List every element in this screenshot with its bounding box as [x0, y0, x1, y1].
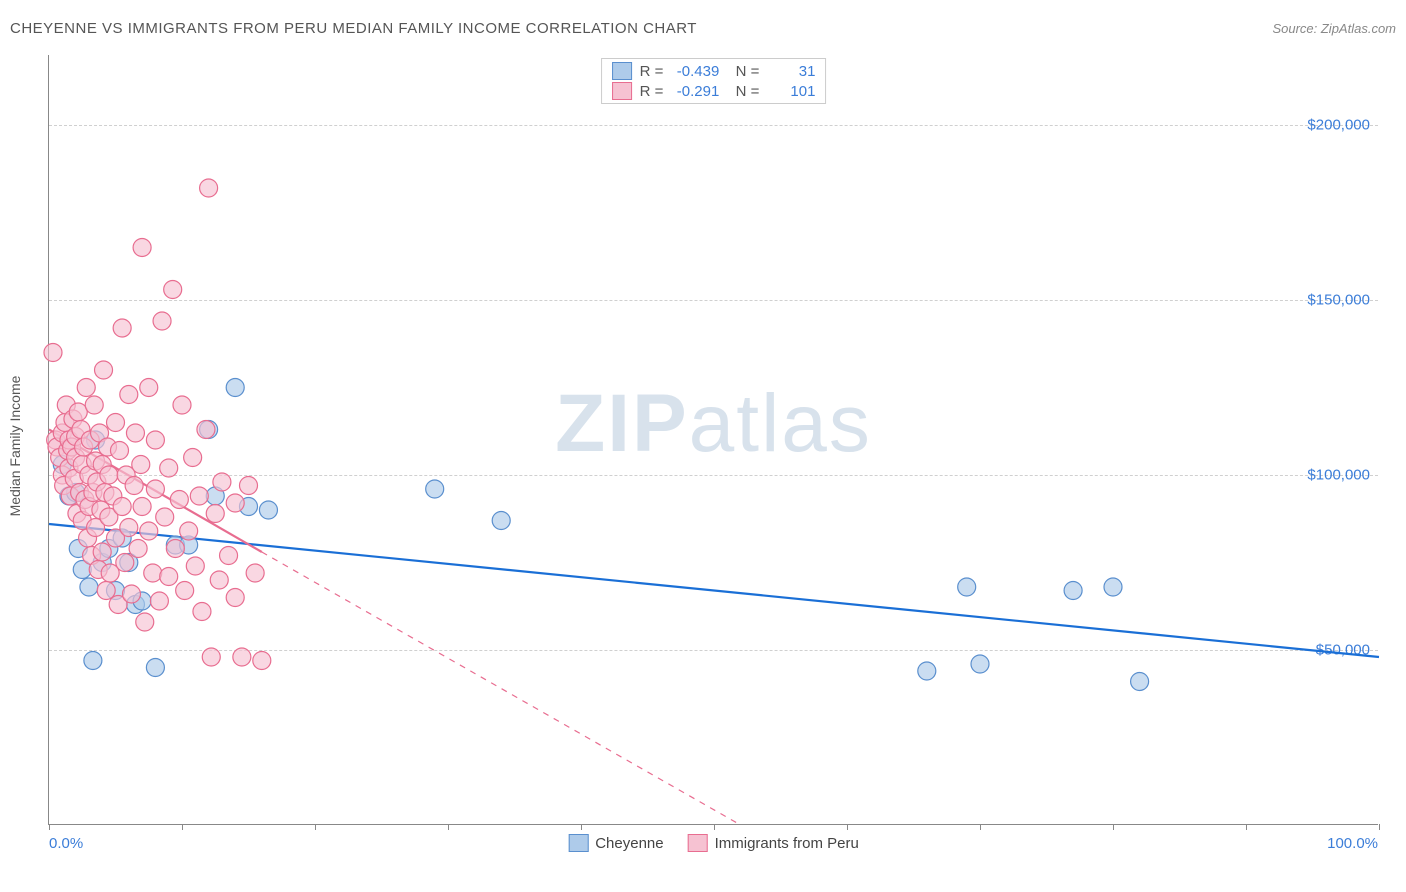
chart-container: CHEYENNE VS IMMIGRANTS FROM PERU MEDIAN … — [0, 0, 1406, 892]
n-value-peru: 101 — [767, 83, 815, 100]
swatch-peru — [688, 834, 708, 852]
chart-title: CHEYENNE VS IMMIGRANTS FROM PERU MEDIAN … — [10, 20, 697, 37]
x-tick-label: 100.0% — [1327, 835, 1378, 852]
stats-row-peru: R = -0.291 N = 101 — [602, 81, 826, 101]
stats-row-cheyenne: R = -0.439 N = 31 — [602, 61, 826, 81]
n-label: N = — [727, 63, 759, 80]
source-attribution: Source: ZipAtlas.com — [1272, 21, 1396, 36]
r-value-cheyenne: -0.439 — [671, 63, 719, 80]
swatch-peru — [612, 82, 632, 100]
n-label: N = — [727, 83, 759, 100]
scatter-svg — [49, 55, 1378, 824]
r-label: R = — [640, 83, 664, 100]
title-bar: CHEYENNE VS IMMIGRANTS FROM PERU MEDIAN … — [10, 20, 1396, 37]
legend-label-peru: Immigrants from Peru — [715, 835, 859, 852]
x-tick-label: 0.0% — [49, 835, 83, 852]
stats-legend: R = -0.439 N = 31 R = -0.291 N = 101 — [601, 58, 827, 104]
y-axis-title: Median Family Income — [7, 376, 23, 517]
swatch-cheyenne — [568, 834, 588, 852]
n-value-cheyenne: 31 — [767, 63, 815, 80]
series-legend: Cheyenne Immigrants from Peru — [568, 834, 859, 852]
swatch-cheyenne — [612, 62, 632, 80]
r-value-peru: -0.291 — [671, 83, 719, 100]
legend-label-cheyenne: Cheyenne — [595, 835, 663, 852]
legend-item-cheyenne: Cheyenne — [568, 834, 663, 852]
legend-item-peru: Immigrants from Peru — [688, 834, 859, 852]
plot-area: ZIPatlas $50,000$100,000$150,000$200,000… — [48, 55, 1378, 825]
r-label: R = — [640, 63, 664, 80]
